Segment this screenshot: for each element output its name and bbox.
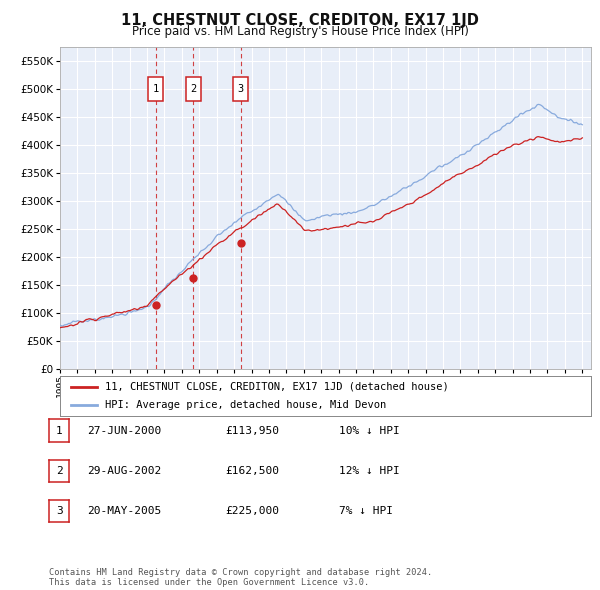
Point xyxy=(188,273,198,283)
Text: 29-AUG-2002: 29-AUG-2002 xyxy=(87,466,161,476)
FancyBboxPatch shape xyxy=(186,77,200,101)
Text: Price paid vs. HM Land Registry's House Price Index (HPI): Price paid vs. HM Land Registry's House … xyxy=(131,25,469,38)
Text: £162,500: £162,500 xyxy=(225,466,279,476)
Text: 3: 3 xyxy=(238,84,244,94)
FancyBboxPatch shape xyxy=(148,77,163,101)
Text: 7% ↓ HPI: 7% ↓ HPI xyxy=(339,506,393,516)
Text: £113,950: £113,950 xyxy=(225,426,279,435)
Text: 12% ↓ HPI: 12% ↓ HPI xyxy=(339,466,400,476)
Text: 20-MAY-2005: 20-MAY-2005 xyxy=(87,506,161,516)
Text: 11, CHESTNUT CLOSE, CREDITON, EX17 1JD: 11, CHESTNUT CLOSE, CREDITON, EX17 1JD xyxy=(121,13,479,28)
Text: 27-JUN-2000: 27-JUN-2000 xyxy=(87,426,161,435)
Text: HPI: Average price, detached house, Mid Devon: HPI: Average price, detached house, Mid … xyxy=(105,400,386,410)
Text: 2: 2 xyxy=(56,466,62,476)
Text: 1: 1 xyxy=(56,426,62,435)
Text: Contains HM Land Registry data © Crown copyright and database right 2024.
This d: Contains HM Land Registry data © Crown c… xyxy=(49,568,433,587)
Text: 10% ↓ HPI: 10% ↓ HPI xyxy=(339,426,400,435)
Text: 3: 3 xyxy=(56,506,62,516)
Text: 2: 2 xyxy=(190,84,196,94)
Text: £225,000: £225,000 xyxy=(225,506,279,516)
Point xyxy=(151,300,160,310)
Text: 1: 1 xyxy=(152,84,159,94)
Point xyxy=(236,238,245,248)
Text: 11, CHESTNUT CLOSE, CREDITON, EX17 1JD (detached house): 11, CHESTNUT CLOSE, CREDITON, EX17 1JD (… xyxy=(105,382,449,392)
FancyBboxPatch shape xyxy=(233,77,248,101)
